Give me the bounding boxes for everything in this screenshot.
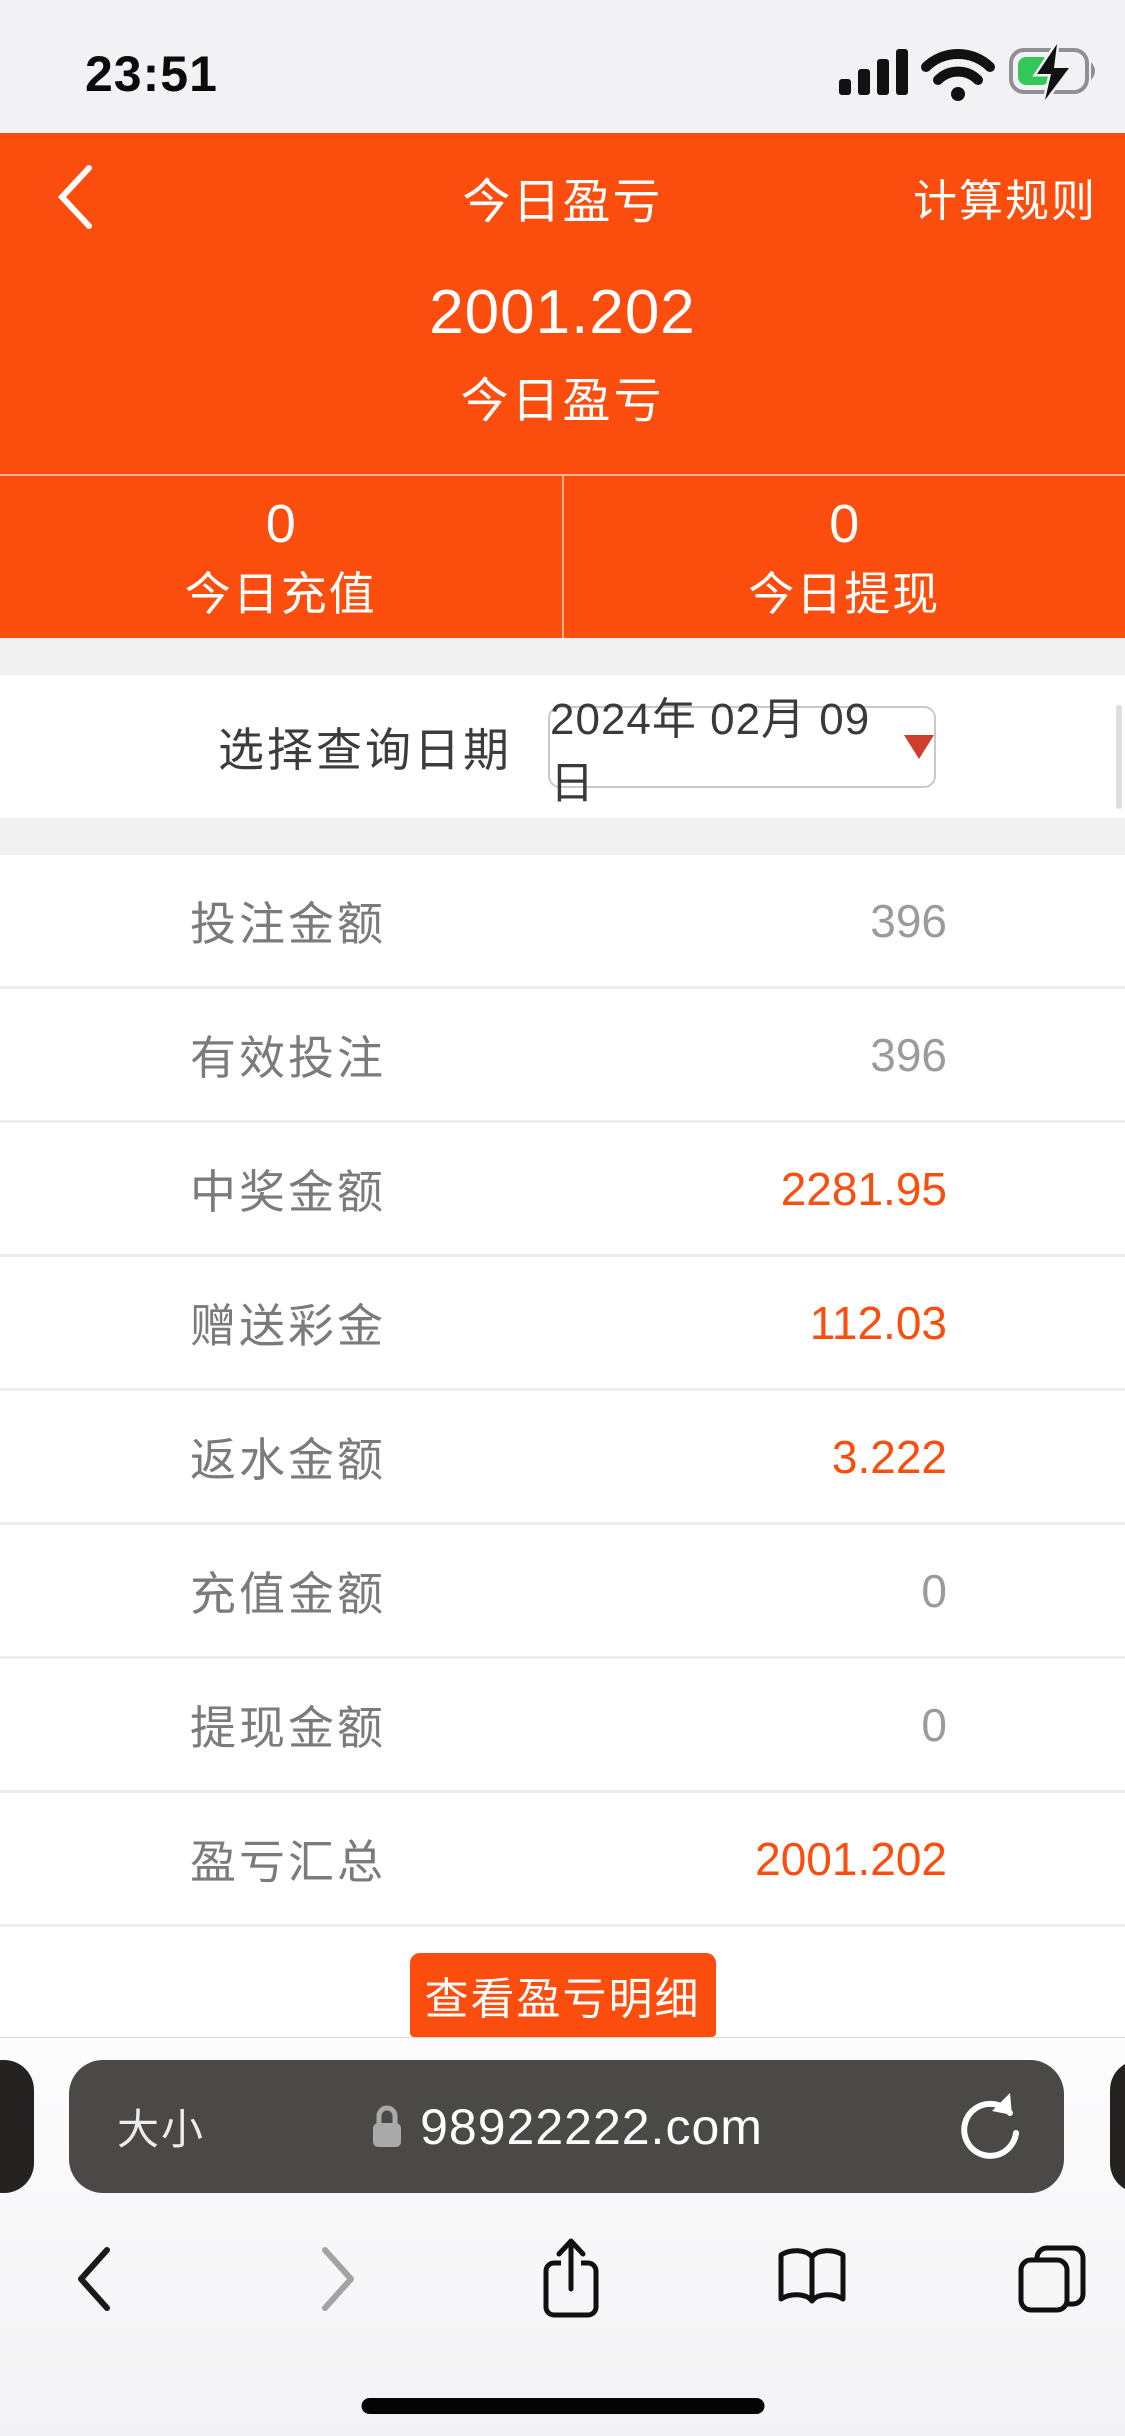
url-text: 98922222.com	[420, 2098, 763, 2155]
details-list: 投注金额 396 有效投注 396 中奖金额 2281.95 赠送彩金 112.…	[0, 855, 1125, 1927]
toolbar-icons	[0, 2234, 1125, 2324]
stat-label: 今日充值	[184, 568, 377, 620]
chevron-left-icon	[78, 2247, 110, 2311]
adjacent-tab-left	[0, 2060, 34, 2193]
dropdown-triangle-icon	[904, 734, 934, 759]
detail-row: 盈亏汇总 2001.202	[0, 1793, 1125, 1927]
detail-row: 投注金额 396	[0, 855, 1125, 989]
profit-header: 今日盈亏 计算规则 2001.202 今日盈亏 0 今日充值 0 今日提现	[0, 133, 1125, 638]
detail-row-label: 充值金额	[190, 1567, 386, 1620]
reload-icon	[961, 2092, 1019, 2159]
detail-row-label: 返水金额	[190, 1433, 386, 1486]
view-detail-button[interactable]: 查看盈亏明细	[409, 1953, 716, 2037]
browser-back-button[interactable]	[64, 2234, 124, 2324]
detail-row: 有效投注 396	[0, 989, 1125, 1123]
detail-row: 中奖金额 2281.95	[0, 1123, 1125, 1257]
detail-row-value: 0	[921, 1698, 947, 1751]
battery-icon	[1009, 42, 1095, 101]
detail-row-value: 2281.95	[780, 1162, 947, 1215]
detail-row-label: 投注金额	[190, 897, 386, 950]
detail-row-value: 112.03	[809, 1296, 947, 1349]
scroll-indicator	[1116, 705, 1122, 809]
open-book-icon	[778, 2248, 846, 2304]
browser-forward-button[interactable]	[308, 2234, 368, 2324]
wifi-icon	[921, 48, 995, 101]
detail-row-label: 有效投注	[190, 1031, 386, 1084]
detail-row: 赠送彩金 112.03	[0, 1257, 1125, 1391]
tabs-icon	[1018, 2245, 1086, 2313]
detail-row-value: 3.222	[831, 1430, 947, 1483]
page-title: 今日盈亏	[462, 175, 663, 229]
stat-value: 0	[829, 494, 860, 554]
back-button[interactable]	[44, 133, 106, 260]
url-bar[interactable]: 大小 98922222.com	[69, 2060, 1064, 2193]
status-time: 23:51	[85, 45, 218, 102]
spacer-band	[0, 638, 1125, 675]
status-icons	[839, 42, 1099, 105]
detail-row: 提现金额 0	[0, 1659, 1125, 1793]
stat-today-withdraw: 0 今日提现	[561, 476, 1125, 638]
today-profit-amount: 2001.202	[429, 278, 696, 347]
stats-row: 0 今日充值 0 今日提现	[0, 476, 1125, 638]
button-section: 查看盈亏明细	[0, 1927, 1125, 2037]
date-picker-section: 选择查询日期 2024年 02月 09日	[0, 675, 1125, 818]
today-profit-caption: 今日盈亏	[460, 375, 665, 428]
status-bar: 23:51	[0, 0, 1125, 133]
detail-row-label: 盈亏汇总	[190, 1835, 386, 1888]
nav-bar: 今日盈亏 计算规则	[0, 133, 1125, 260]
stat-label: 今日提现	[748, 568, 941, 620]
detail-row-label: 中奖金额	[190, 1165, 386, 1218]
date-picker-label: 选择查询日期	[218, 723, 512, 776]
lock-icon	[373, 2105, 402, 2147]
detail-row-value: 2001.202	[755, 1832, 947, 1885]
detail-row-value: 396	[870, 1028, 947, 1081]
share-button[interactable]	[536, 2234, 606, 2324]
safari-bottom-bar: 大小 98922222.com	[0, 2037, 1125, 2436]
tabs-button[interactable]	[1012, 2234, 1092, 2324]
cellular-signal-icon	[839, 42, 1095, 101]
chevron-right-icon	[322, 2247, 354, 2311]
detail-row-label: 赠送彩金	[190, 1299, 386, 1352]
share-icon	[543, 2238, 599, 2318]
date-value: 2024年 02月 09日	[550, 694, 871, 808]
home-indicator	[361, 2398, 764, 2414]
text-size-button[interactable]: 大小	[117, 2106, 206, 2153]
detail-row-label: 提现金额	[190, 1701, 386, 1754]
detail-row-value: 0	[921, 1564, 947, 1617]
hero-divider	[0, 474, 1125, 476]
detail-row: 返水金额 3.222	[0, 1391, 1125, 1525]
url-center: 98922222.com	[69, 2098, 1064, 2156]
rules-link[interactable]: 计算规则	[913, 176, 1097, 226]
stat-value: 0	[265, 494, 296, 554]
bookmarks-button[interactable]	[772, 2234, 852, 2324]
date-select[interactable]: 2024年 02月 09日	[548, 695, 936, 808]
detail-row: 充值金额 0	[0, 1525, 1125, 1659]
adjacent-tab-right	[1110, 2060, 1125, 2193]
detail-row-value: 396	[870, 894, 947, 947]
reload-button[interactable]	[954, 2060, 1024, 2193]
spacer-band	[0, 818, 1125, 855]
stat-today-deposit: 0 今日充值	[0, 476, 562, 638]
chevron-left-icon	[57, 164, 92, 229]
